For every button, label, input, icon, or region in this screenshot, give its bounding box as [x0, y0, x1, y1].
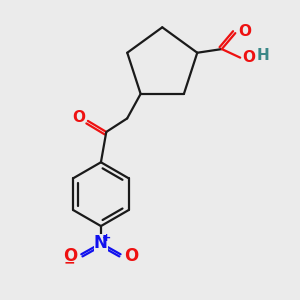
- Text: N: N: [94, 234, 108, 252]
- Text: O: O: [72, 110, 86, 125]
- Text: O: O: [124, 247, 139, 265]
- Text: +: +: [102, 233, 111, 243]
- Text: O: O: [238, 24, 251, 39]
- Text: H: H: [256, 48, 269, 63]
- Text: O: O: [63, 247, 78, 265]
- Text: O: O: [243, 50, 256, 65]
- Text: −: −: [63, 256, 75, 270]
